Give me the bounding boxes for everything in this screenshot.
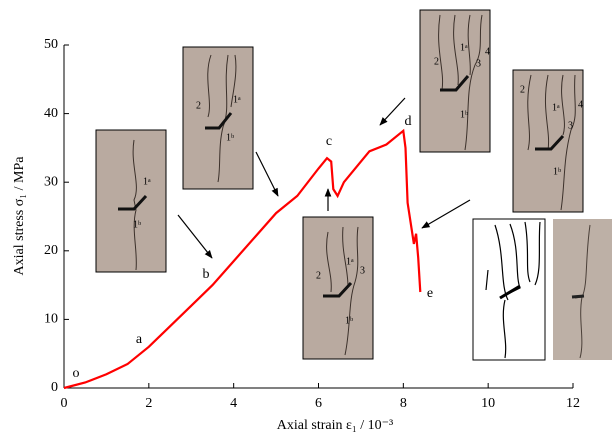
inset-frame	[303, 217, 373, 359]
point-annotation: o	[73, 366, 80, 381]
point-annotation: d	[405, 114, 412, 129]
inset-label: 1ᵇ	[226, 132, 234, 143]
inset-label: 1ᵃ	[552, 102, 560, 113]
crack-photo	[553, 219, 612, 360]
x-tick-label: 6	[315, 396, 322, 411]
inset-photo: 2 1ᵃ 1ᵇ	[183, 47, 253, 189]
inset-label: 2	[196, 100, 201, 111]
point-annotation: a	[136, 332, 143, 347]
x-tick-label: 10	[481, 396, 495, 411]
x-tick-label: 8	[400, 396, 407, 411]
inset-label: 4	[578, 99, 583, 110]
inset-label: 1ᵇ	[460, 109, 468, 120]
y-axis-label: Axial stress σ₁ / MPa	[12, 156, 27, 276]
point-annotation: b	[203, 267, 210, 282]
y-tick-label: 50	[44, 37, 58, 52]
x-tick-label: 4	[230, 396, 237, 411]
x-tick-label: 2	[145, 396, 152, 411]
y-tick-label: 30	[44, 174, 58, 189]
inset-frame	[183, 47, 253, 189]
y-tick-label: 20	[44, 243, 58, 258]
inset-label: 1ᵇ	[345, 315, 353, 326]
inset-label: 1ᵃ	[233, 94, 241, 105]
inset-label: 3	[568, 120, 573, 131]
x-tick-label: 0	[61, 396, 68, 411]
inset-label: 1ᵃ	[460, 42, 468, 53]
x-axis-label: Axial strain ε₁ / 10⁻³	[277, 418, 393, 433]
inset-label: 1ᵇ	[553, 166, 561, 177]
inset-photo: 2 1ᵃ 34 1ᵇ	[513, 70, 583, 212]
inset-frame	[96, 130, 166, 272]
inset-label: 2	[434, 56, 439, 67]
inset-label: 2	[316, 270, 321, 281]
inset-label: 3	[476, 58, 481, 69]
inset-label: 1ᵇ	[133, 219, 141, 230]
inset-label: 4	[485, 46, 490, 57]
y-tick-label: 40	[44, 106, 58, 121]
inset-label: 3	[360, 265, 365, 276]
x-tick-label: 12	[566, 396, 580, 411]
crack-sketch	[473, 219, 545, 360]
point-annotation: e	[427, 286, 433, 301]
inset-photo: 2 1ᵃ 3 1ᵇ	[303, 217, 373, 359]
inset-photo: 1ᵃ 1ᵇ	[96, 130, 166, 272]
inset-frame	[420, 10, 490, 152]
inset-label: 1ᵃ	[346, 256, 354, 267]
y-tick-label: 0	[51, 380, 58, 395]
chart: Axial strain ε₁ / 10⁻³ Axial stress σ₁ /…	[0, 0, 612, 439]
y-tick-label: 10	[44, 312, 58, 327]
inset-label: 1ᵃ	[143, 176, 151, 187]
inset-photo: 2 1ᵃ 34 1ᵇ	[420, 10, 490, 152]
inset-label: 2	[520, 84, 525, 95]
point-annotation: c	[326, 134, 332, 149]
